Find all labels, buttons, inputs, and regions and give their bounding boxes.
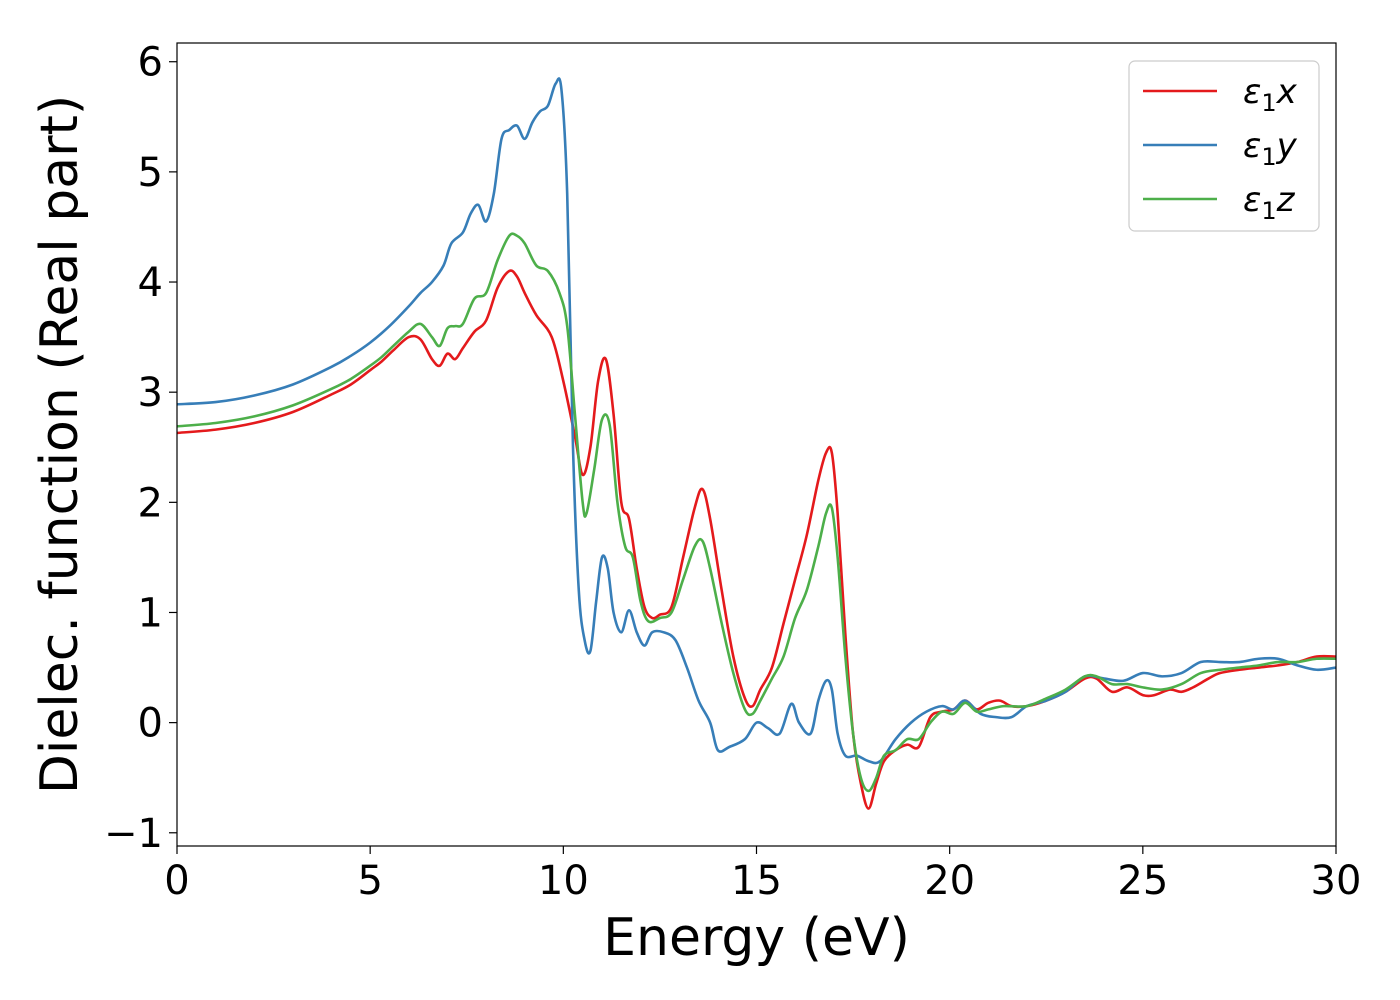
legend-label: ε1x [1243,72,1298,117]
legend-entry-y: ε1y [1143,126,1298,171]
y-tick-label: 3 [138,370,163,416]
legend-entry-x: ε1x [1143,72,1298,117]
x-tick-label: 30 [1311,858,1362,904]
legend-label: ε1y [1243,126,1298,171]
legend-box [1128,60,1320,232]
x-tick-label: 5 [357,858,382,904]
y-tick-label: 4 [138,260,163,306]
series-layer [177,77,1336,810]
x-tick-label: 20 [924,858,975,904]
y-axis-ticks: −1 0 1 2 3 4 5 6 [104,40,177,857]
y-tick-label: 1 [138,590,163,636]
x-axis-title: Energy (eV) [603,908,910,968]
y-tick-label: 6 [138,40,163,86]
series-line-z [177,232,1336,793]
y-tick-label: 2 [138,480,163,526]
series-line-y [177,77,1336,765]
y-tick-label: 5 [138,150,163,196]
legend: ε1x ε1y ε1z [1128,60,1320,232]
x-tick-label: 25 [1117,858,1168,904]
x-tick-label: 15 [731,858,782,904]
series-line-x [177,269,1336,810]
legend-entry-z: ε1z [1143,180,1296,225]
x-tick-label: 0 [164,858,189,904]
y-tick-label: 0 [138,701,163,747]
y-axis-title: Dielec. function (Real part) [30,95,90,794]
y-tick-label: −1 [104,811,163,857]
x-tick-label: 10 [538,858,589,904]
legend-label: ε1z [1243,180,1296,225]
x-axis-ticks: 0 5 10 15 20 25 30 [164,846,1361,904]
